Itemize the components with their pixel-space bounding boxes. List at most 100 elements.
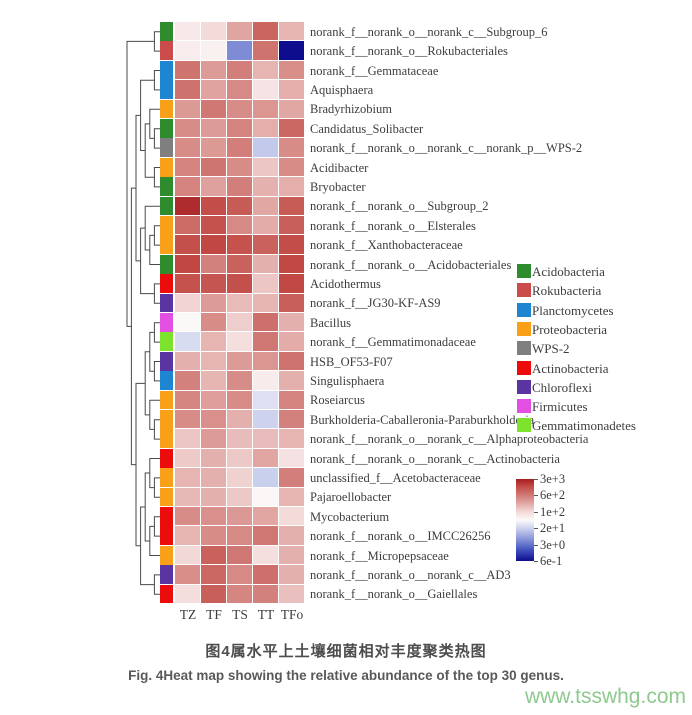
phylum-strip-cell [160,216,173,235]
heatmap-cell [175,99,200,118]
heatmap-cell [201,41,226,60]
colorbar-tick-label: 1e+2 [540,504,566,519]
legend-label: WPS-2 [532,341,570,357]
heatmap-cell [175,196,200,215]
heatmap-cell [175,254,200,274]
legend-label: Chloroflexi [532,379,592,395]
legend-item: Proteobacteria [517,321,607,337]
legend-item: Gemmatimonadetes [517,418,636,433]
row-label: norank_f__Micropepsaceae [310,548,449,563]
heatmap-cell [227,410,252,429]
phylum-strip-cell [160,235,173,255]
column-label: TT [257,607,275,622]
colorbar-tick-label: 3e+3 [540,471,566,486]
phylum-strip-cell [160,157,173,177]
heatmap-cell [201,545,226,565]
legend-swatch [517,379,531,394]
heatmap-cell [175,80,200,99]
phylum-strip-cell [160,254,173,274]
phylum-strip-cell [160,487,173,507]
heatmap-cell [279,371,304,390]
heatmap-cell [253,410,278,429]
heatmap-cell [253,313,278,332]
heatmap-cell [253,448,278,468]
colorbar-tick-mark [534,561,538,562]
heatmap-cell [175,351,200,371]
phylum-strip-cell [160,584,173,604]
heatmap-cell [175,410,200,429]
row-label: Acidibacter [310,160,369,175]
heatmap-cell [201,196,226,215]
phylum-strip-cell [160,448,173,468]
heatmap-cell [279,313,304,332]
phylum-strip-cell [160,119,173,138]
colorbar-gradient [516,479,534,561]
heatmap-cell [227,584,252,603]
heatmap-cell [227,157,252,177]
heatmap-cell [175,390,200,409]
heatmap-cell [227,22,252,41]
heatmap-cell [253,429,278,448]
heatmap-cell [279,138,304,157]
heatmap-cell [175,584,200,603]
legend-label: Gemmatimonadetes [532,418,636,434]
heatmap-cell [201,371,226,390]
heatmap-cell [227,390,252,409]
phylum-strip-cell [160,371,173,390]
heatmap-cell [175,332,200,351]
heatmap-cell [227,254,252,274]
row-label: Bradyrhizobium [310,102,392,117]
heatmap-cell [175,429,200,448]
heatmap-cell [253,351,278,371]
heatmap-cell [227,332,252,351]
legend-label: Planctomycetes [532,302,614,318]
heatmap-cell [227,235,252,254]
heatmap-cell [279,41,304,60]
heatmap-cell [279,487,304,506]
row-label: Singulisphaera [310,373,385,388]
phylum-strip-cell [160,351,173,371]
heatmap-cell [227,565,252,584]
heatmap-cell [227,274,252,293]
heatmap-cell [253,371,278,390]
heatmap-cell [175,177,200,196]
row-label: norank_f__norank_o__norank_c__Actinobact… [310,451,560,466]
colorbar-tick-mark [534,495,538,497]
heatmap-cell [253,80,278,99]
heatmap-cell [201,410,226,429]
row-label: norank_f__norank_o__norank_c__norank_p__… [310,140,583,155]
heatmap-cell [227,80,252,99]
heatmap-cell [253,293,278,312]
heatmap-cell [253,22,278,41]
heatmap-cell [201,429,226,448]
heatmap-cell [253,545,278,565]
legend-item: WPS-2 [517,341,570,356]
heatmap-cell [227,429,252,448]
row-label: norank_f__norank_o__Subgroup_2 [310,199,489,214]
heatmap-cell [253,138,278,157]
heatmap-cell [175,468,200,487]
heatmap-cell [201,468,226,487]
phylum-strip-cell [160,565,173,584]
heatmap-cell [279,216,304,235]
heatmap-cell [253,274,278,293]
heatmap-cell [253,565,278,584]
row-label: Candidatus_Solibacter [310,121,424,136]
heatmap-cell [175,216,200,235]
row-label: Mycobacterium [310,509,390,524]
heatmap-cell [253,235,278,254]
phylum-strip-cell [160,468,173,487]
column-label: TF [206,607,222,622]
phylum-strip-cell [160,99,173,119]
heatmap-cell [201,448,226,468]
legend-item: Chloroflexi [517,379,592,395]
heatmap-cell [227,448,252,468]
heatmap-cell [175,157,200,177]
row-label: norank_f__Xanthobacteraceae [310,237,463,252]
heatmap-cell [253,119,278,138]
heatmap-cell [253,60,278,80]
row-label: unclassified_f__Acetobacteraceae [310,470,481,485]
heatmap-cell [279,177,304,196]
heatmap-cell [279,351,304,371]
